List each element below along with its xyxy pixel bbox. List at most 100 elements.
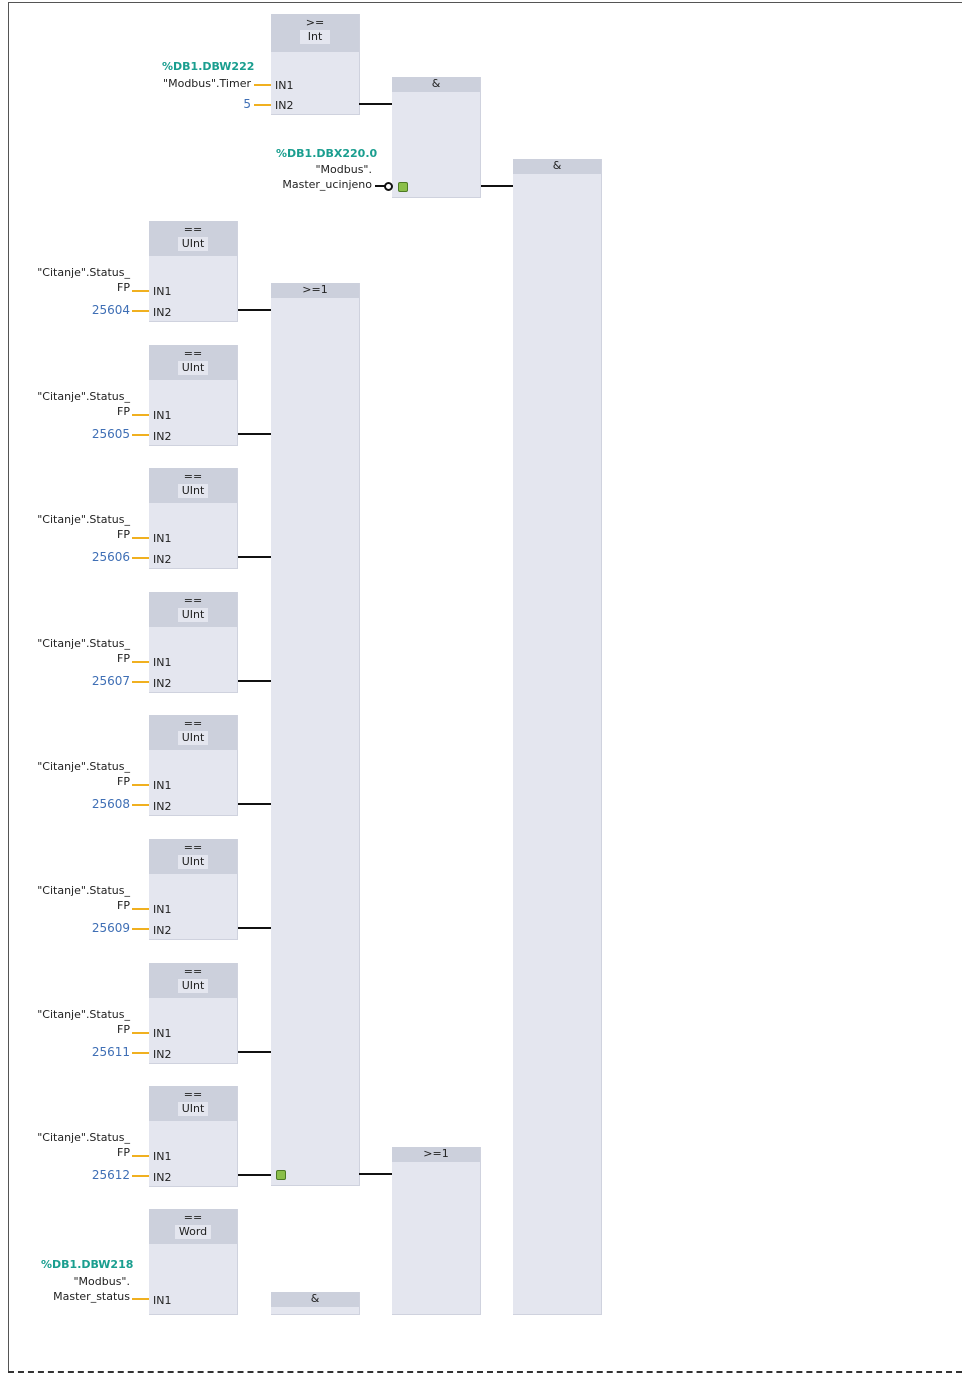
negated-input-wire [375, 185, 387, 187]
in1-connector [132, 537, 149, 539]
master-done-address: %DB1.DBX220.0 [276, 147, 378, 160]
status-constant[interactable]: 25604 [91, 303, 130, 317]
status-tag-line2[interactable]: FP [117, 281, 130, 294]
status-tag-line1[interactable]: "Citanje".Status_ [37, 1008, 130, 1021]
status-constant[interactable]: 25607 [91, 674, 130, 688]
in2-connector [132, 310, 149, 312]
compare-word-type: Word [175, 1225, 211, 1239]
negation-circle-icon [384, 182, 393, 191]
and-block-main[interactable]: & [513, 159, 602, 1315]
compare-uint-operator: == [183, 841, 203, 854]
compare-uint-block[interactable]: == UInt IN1 IN2 [149, 221, 238, 322]
status-tag-line2[interactable]: FP [117, 652, 130, 665]
compare-int-type: Int [300, 30, 330, 44]
compare-uint-in1-pin: IN1 [153, 409, 172, 422]
compare-uint-type: UInt [178, 979, 208, 993]
compare-uint-type: UInt [178, 731, 208, 745]
or-mid-operator: >=1 [271, 283, 359, 298]
compare-uint-operator: == [183, 717, 203, 730]
status-tag-line1[interactable]: "Citanje".Status_ [37, 1131, 130, 1144]
in1-connector [254, 84, 271, 86]
master-status-address: %DB1.DBW218 [41, 1258, 134, 1271]
compare-uint-in1-pin: IN1 [153, 532, 172, 545]
status-constant[interactable]: 25612 [91, 1168, 130, 1182]
status-constant[interactable]: 25606 [91, 550, 130, 564]
status-tag-line1[interactable]: "Citanje".Status_ [37, 760, 130, 773]
status-tag-line2[interactable]: FP [117, 1023, 130, 1036]
in1-connector [132, 414, 149, 416]
status-tag-line2[interactable]: FP [117, 899, 130, 912]
compare-uint-operator: == [183, 470, 203, 483]
status-constant[interactable]: 25609 [91, 921, 130, 935]
in1-connector [132, 1032, 149, 1034]
compare-uint-block[interactable]: == UInt IN1 IN2 [149, 1086, 238, 1187]
and-block-top[interactable]: & [392, 77, 481, 198]
status-tag-line1[interactable]: "Citanje".Status_ [37, 266, 130, 279]
compare-word-block[interactable]: == Word IN1 [149, 1209, 238, 1315]
status-tag-line2[interactable]: FP [117, 405, 130, 418]
and-top-operator: & [392, 77, 480, 92]
compare-uint-operator: == [183, 223, 203, 236]
compare-uint-in1-pin: IN1 [153, 656, 172, 669]
in1-connector [132, 908, 149, 910]
compare-uint-in1-pin: IN1 [153, 779, 172, 792]
compare-uint-block[interactable]: == UInt IN1 IN2 [149, 468, 238, 569]
compare-uint-in2-pin: IN2 [153, 677, 172, 690]
in2-connector [132, 804, 149, 806]
status-tag-line1[interactable]: "Citanje".Status_ [37, 513, 130, 526]
compare-uint-in1-pin: IN1 [153, 903, 172, 916]
or-block-middle[interactable]: >=1 [271, 283, 360, 1186]
compare-uint-block[interactable]: == UInt IN1 IN2 [149, 839, 238, 940]
timer-constant[interactable]: 5 [243, 97, 251, 111]
in1-connector [132, 784, 149, 786]
in1-connector [132, 1298, 149, 1300]
compare-int-in2-pin: IN2 [275, 99, 294, 112]
status-tag-line1[interactable]: "Citanje".Status_ [37, 884, 130, 897]
compare-uint-type: UInt [178, 1102, 208, 1116]
compare-uint-in1-pin: IN1 [153, 285, 172, 298]
status-constant[interactable]: 25611 [91, 1045, 130, 1059]
status-tag-line2[interactable]: FP [117, 528, 130, 541]
master-status-tag-1[interactable]: "Modbus". [73, 1275, 130, 1288]
status-tag-line2[interactable]: FP [117, 775, 130, 788]
status-tag-line2[interactable]: FP [117, 1146, 130, 1159]
and-block-bottom[interactable]: & [271, 1292, 360, 1315]
status-constant[interactable]: 25608 [91, 797, 130, 811]
add-input-icon[interactable] [398, 182, 408, 192]
compare-uint-block[interactable]: == UInt IN1 IN2 [149, 715, 238, 816]
timer-tag[interactable]: "Modbus".Timer [163, 77, 251, 90]
in1-connector [132, 1155, 149, 1157]
network-frame [8, 2, 962, 1371]
compare-uint-operator: == [183, 1088, 203, 1101]
status-constant[interactable]: 25605 [91, 427, 130, 441]
status-tag-line1[interactable]: "Citanje".Status_ [37, 390, 130, 403]
compare-uint-type: UInt [178, 484, 208, 498]
master-status-tag-2[interactable]: Master_status [53, 1290, 130, 1303]
or-block-bottom[interactable]: >=1 [392, 1147, 481, 1315]
in2-connector [132, 1175, 149, 1177]
compare-uint-block[interactable]: == UInt IN1 IN2 [149, 592, 238, 693]
compare-uint-type: UInt [178, 361, 208, 375]
compare-uint-block[interactable]: == UInt IN1 IN2 [149, 345, 238, 446]
and-main-operator: & [513, 159, 601, 174]
compare-uint-operator: == [183, 965, 203, 978]
in1-connector [132, 290, 149, 292]
master-done-tag-1[interactable]: "Modbus". [315, 163, 372, 176]
compare-uint-in2-pin: IN2 [153, 1171, 172, 1184]
in2-connector [132, 1052, 149, 1054]
compare-word-in1-pin: IN1 [153, 1294, 172, 1307]
status-tag-line1[interactable]: "Citanje".Status_ [37, 637, 130, 650]
master-done-tag-2[interactable]: Master_ucinjeno [282, 178, 372, 191]
in2-connector [132, 434, 149, 436]
in2-connector [132, 557, 149, 559]
compare-uint-block[interactable]: == UInt IN1 IN2 [149, 963, 238, 1064]
add-input-icon-or[interactable] [276, 1170, 286, 1180]
compare-int-operator: >= [305, 16, 325, 29]
in1-connector [132, 661, 149, 663]
compare-uint-type: UInt [178, 608, 208, 622]
timer-address: %DB1.DBW222 [162, 60, 255, 73]
and-bottom-operator: & [271, 1292, 359, 1307]
compare-int-block[interactable]: >= Int IN1 IN2 [271, 14, 360, 115]
compare-uint-in1-pin: IN1 [153, 1027, 172, 1040]
